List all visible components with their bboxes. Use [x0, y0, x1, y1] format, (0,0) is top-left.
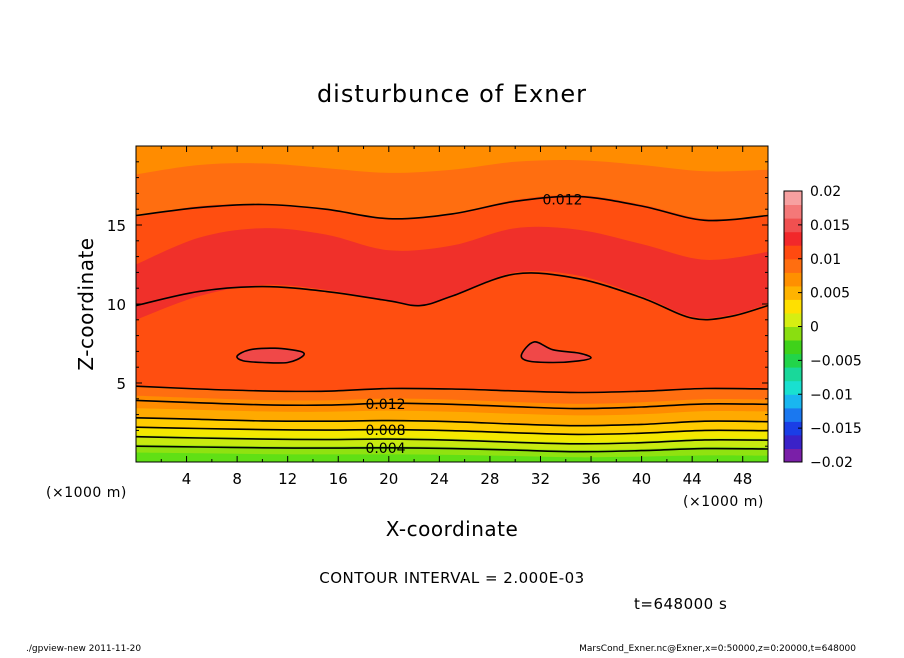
- contour-line: [136, 272, 768, 321]
- footer-left: ./gpview-new 2011-11-20: [26, 644, 141, 654]
- y-tick-label: 5: [116, 375, 126, 393]
- contour-fill-band: [136, 452, 768, 462]
- colorbar-swatch: [784, 434, 802, 449]
- x-tick-label: 24: [430, 470, 449, 488]
- colorbar-swatch: [784, 272, 802, 287]
- y-unit-label: (×1000 m): [46, 485, 127, 501]
- x-tick-label: 12: [278, 470, 297, 488]
- colorbar-tick-label: −0.01: [810, 387, 853, 403]
- colorbar-swatch: [784, 448, 802, 463]
- colorbar-swatch: [784, 285, 802, 300]
- contour-label: 0.012: [365, 397, 405, 413]
- contour-line: [236, 347, 306, 364]
- colorbar-swatch: [784, 258, 802, 273]
- y-tick-group: 5 10 15: [107, 161, 768, 447]
- colorbar-swatch: [784, 218, 802, 233]
- contour-line: [136, 399, 768, 410]
- colorbar-swatch: [784, 231, 802, 246]
- x-tick-label: 8: [232, 470, 242, 488]
- contour-label: 0.004: [365, 441, 405, 457]
- contour-label: 0.012: [542, 192, 582, 208]
- contour-line: [136, 445, 768, 453]
- x-tick-label: 48: [733, 470, 752, 488]
- colorbar-swatch: [784, 394, 802, 409]
- colorbar-swatch: [784, 407, 802, 422]
- footer-right: MarsCond_Exner.nc@Exner,x=0:50000,z=0:20…: [579, 644, 856, 654]
- x-tick-label: 36: [581, 470, 600, 488]
- contour-line: [136, 417, 768, 427]
- colorbar-swatch: [784, 245, 802, 260]
- contour-interval-text: CONTOUR INTERVAL = 2.000E-03: [319, 569, 584, 587]
- contour-line: [136, 426, 768, 436]
- colorbar-tick-label: 0: [810, 320, 819, 336]
- x-unit-label: (×1000 m): [683, 494, 764, 510]
- x-tick-label: 20: [379, 470, 398, 488]
- colorbar-swatch: [784, 313, 802, 327]
- contour-line: [136, 195, 768, 222]
- colorbar-swatch: [784, 326, 802, 341]
- colorbar-swatch: [784, 191, 802, 205]
- x-tick-group: 4 8 12 16 20 24 28 32 36 40 44 48: [160, 146, 752, 488]
- colorbar-tick-label: −0.005: [810, 353, 862, 369]
- contour-fill-patch: [236, 348, 305, 363]
- time-text: t=648000 s: [634, 595, 727, 613]
- chart-title: disturbunce of Exner: [317, 80, 587, 108]
- contour-line-group: 0.004 0.008 0.012 0.012: [136, 192, 768, 457]
- colorbar-tick-label: 0.01: [810, 252, 841, 268]
- colorbar: 0.02 0.015 0.01 0.005 0 −0.005 −0.01 −0.015 −0.0…: [783, 184, 862, 471]
- contour-fill-patch: [521, 341, 591, 363]
- colorbar-tick-label: 0.015: [810, 218, 850, 234]
- colorbar-swatch: [784, 299, 802, 314]
- colorbar-swatch: [784, 380, 802, 395]
- colorbar-tick-label: −0.015: [810, 421, 862, 437]
- contour-line: [520, 341, 592, 364]
- y-tick-label: 10: [107, 296, 126, 314]
- colorbar-swatch: [784, 204, 802, 219]
- colorbar-swatch: [784, 421, 802, 436]
- x-axis-title: X-coordinate: [386, 517, 519, 541]
- contour-fill-group: [136, 146, 768, 462]
- x-tick-label: 32: [531, 470, 550, 488]
- contour-line: [136, 385, 768, 394]
- colorbar-tick-label: 0.02: [810, 184, 841, 200]
- x-tick-label: 40: [632, 470, 651, 488]
- colorbar-tick-label: −0.02: [810, 455, 853, 471]
- colorbar-swatch: [784, 340, 802, 355]
- x-tick-label: 44: [683, 470, 702, 488]
- contour-line: [136, 435, 768, 445]
- colorbar-tick-label: 0.005: [810, 286, 850, 302]
- x-tick-label: 4: [182, 470, 192, 488]
- contour-label: 0.008: [365, 423, 405, 439]
- x-tick-label: 16: [329, 470, 348, 488]
- colorbar-swatch: [784, 367, 802, 382]
- y-tick-label: 15: [107, 217, 126, 235]
- colorbar-swatch: [784, 353, 802, 368]
- x-tick-label: 28: [480, 470, 499, 488]
- y-axis-title: Z-coordinate: [74, 237, 98, 370]
